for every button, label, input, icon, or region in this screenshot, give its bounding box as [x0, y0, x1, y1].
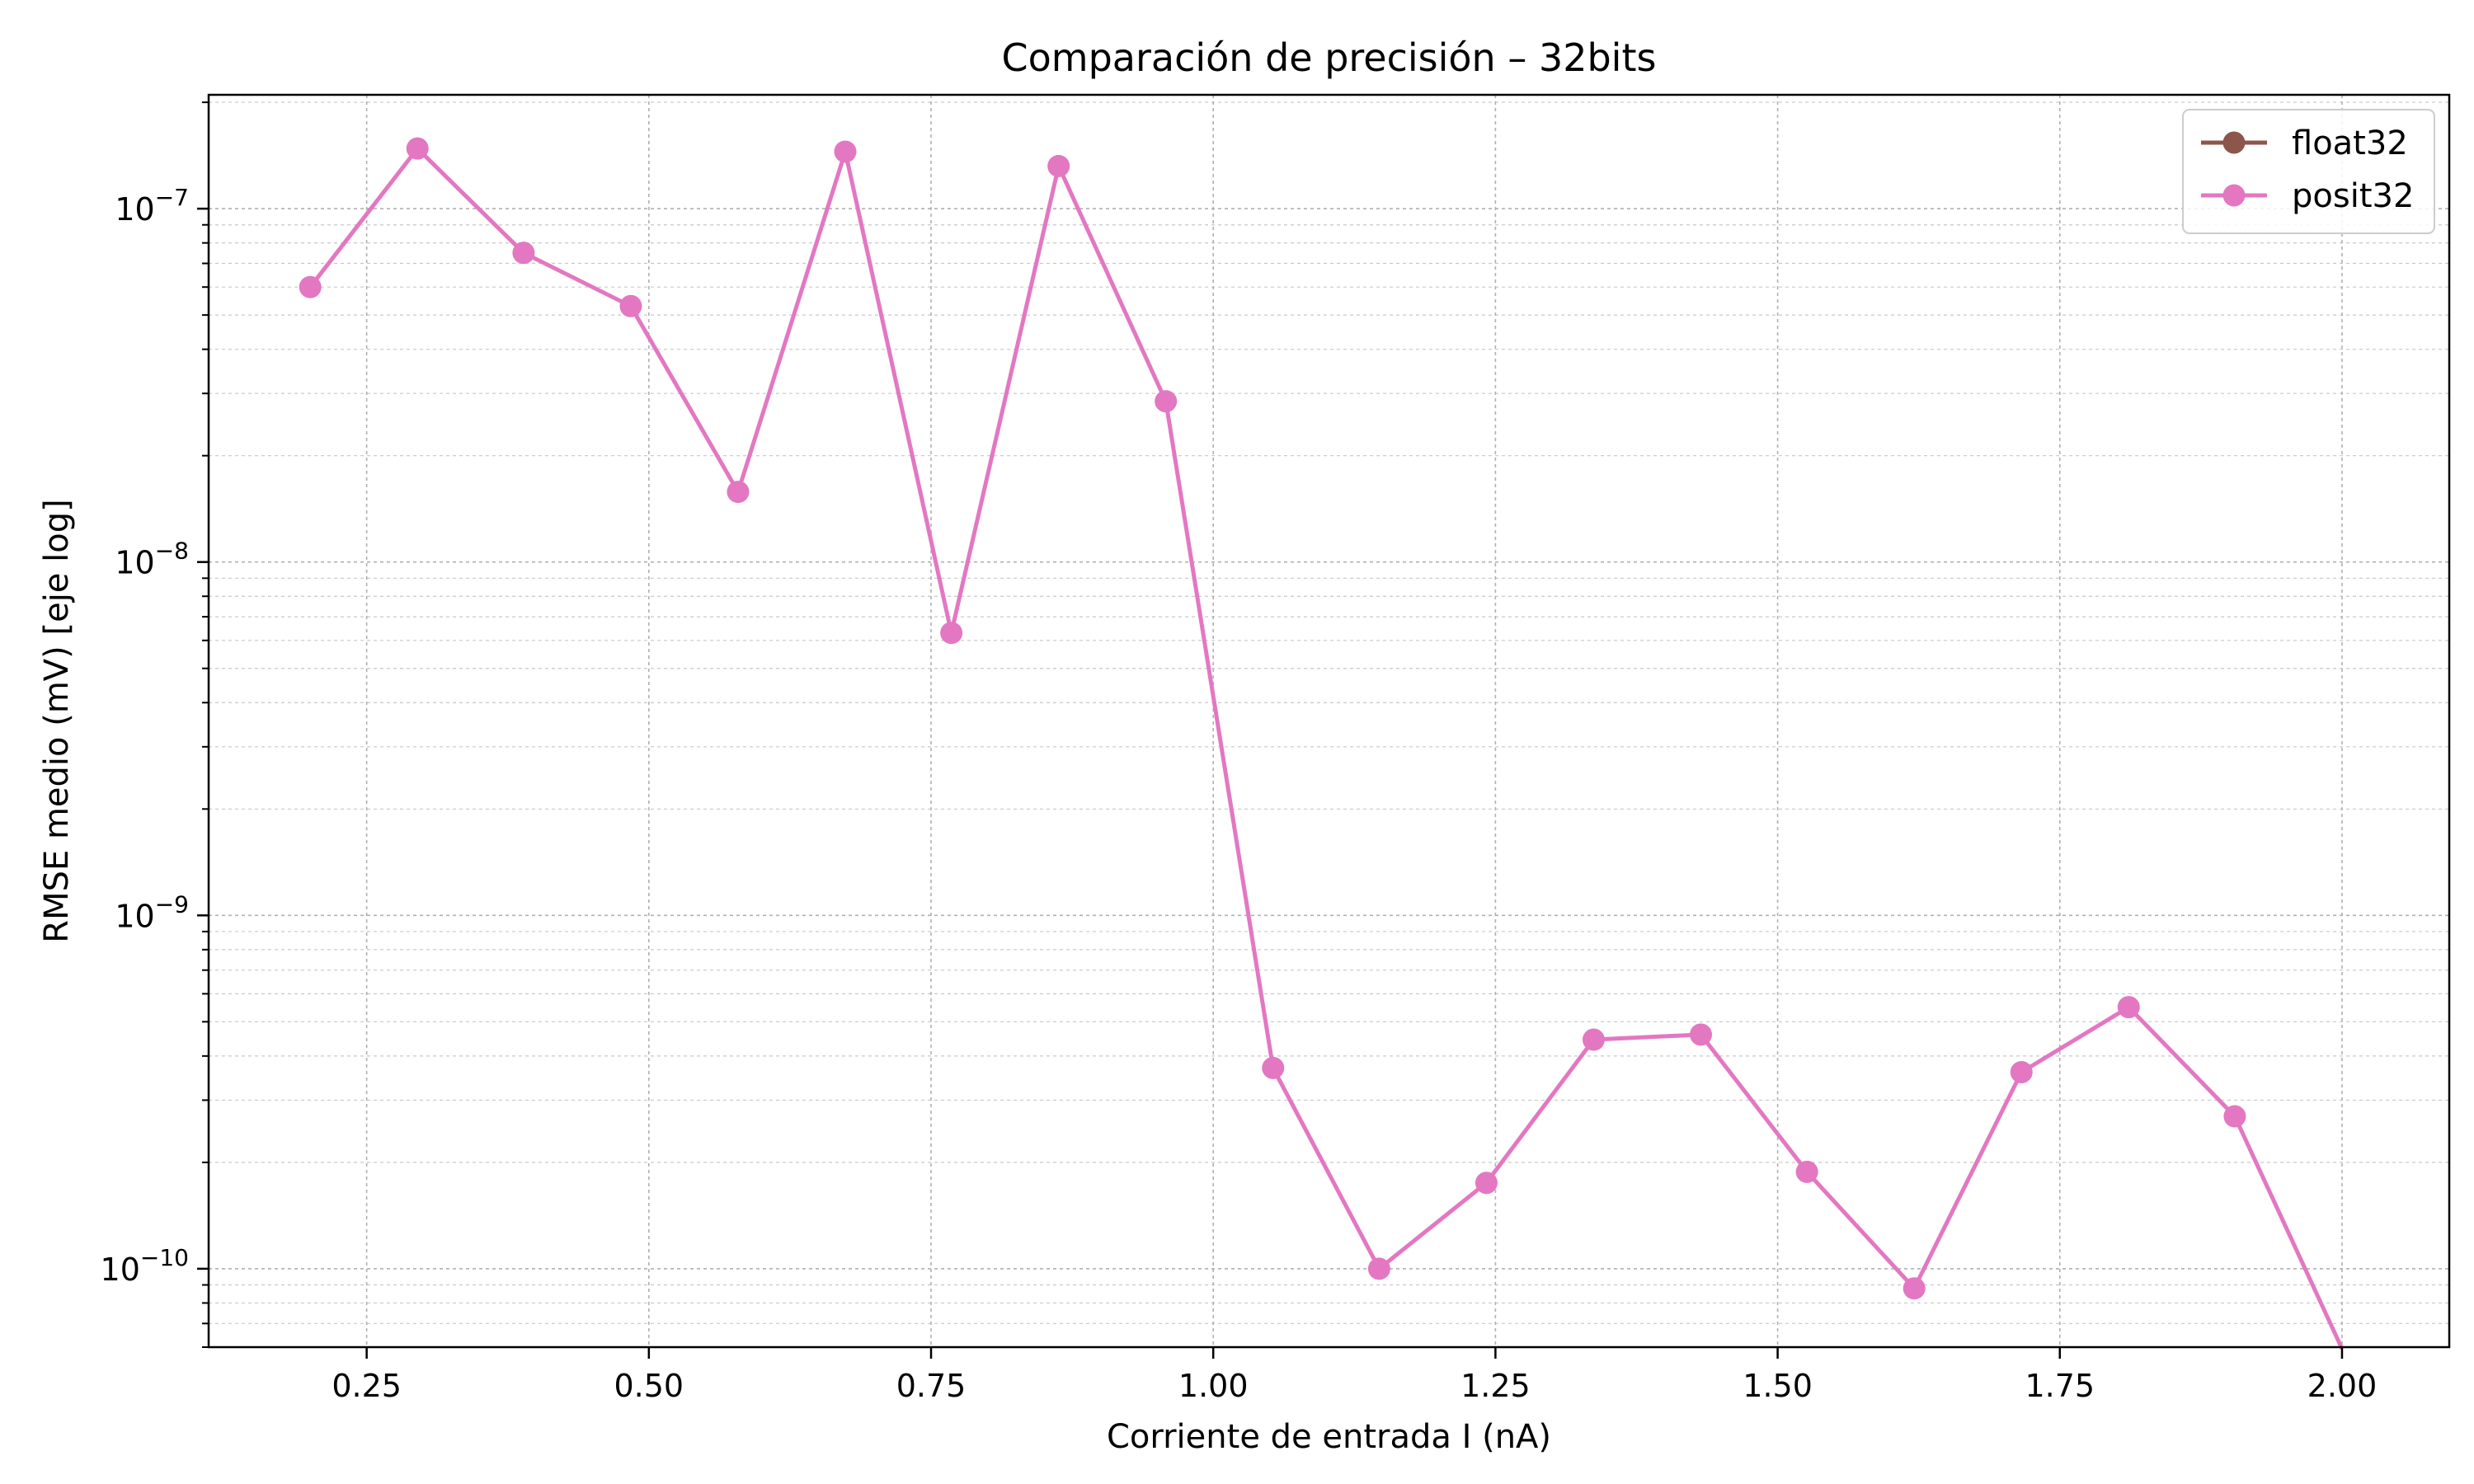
x-axis-label: Corriente de entrada I (nA) [1107, 1418, 1551, 1456]
data-point [1262, 1056, 1285, 1079]
data-point [1903, 1277, 1926, 1300]
x-tick-label: 1.00 [1178, 1368, 1249, 1404]
y-tick-label: 10−10 [101, 1244, 189, 1288]
data-point [2010, 1060, 2033, 1083]
data-point [1582, 1028, 1605, 1051]
grid [209, 95, 2449, 1348]
x-tick-label: 1.25 [1460, 1368, 1531, 1404]
data-point [1690, 1023, 1713, 1046]
plot-frame [207, 93, 2451, 1349]
data-point [1367, 1257, 1390, 1280]
y-tick-label: 10−8 [115, 538, 189, 581]
series-line-posit32 [308, 146, 2345, 1350]
data-point [940, 622, 963, 645]
x-tick-label: 2.00 [2307, 1368, 2378, 1404]
x-tick-label: 1.50 [1743, 1368, 1813, 1404]
plot-series [299, 137, 2345, 1350]
data-point [1795, 1160, 1818, 1183]
legend: float32 posit32 [2182, 109, 2435, 234]
data-point [2117, 996, 2140, 1019]
y-tick-label: 10−7 [115, 184, 189, 228]
x-tick-label: 1.75 [2025, 1368, 2095, 1404]
data-point [2223, 1105, 2246, 1128]
legend-marker-posit32 [2222, 184, 2246, 207]
legend-marker-float32 [2222, 131, 2246, 154]
x-tick-label: 0.25 [332, 1368, 402, 1404]
data-point [299, 275, 322, 298]
x-tick-label: 0.50 [614, 1368, 684, 1404]
data-point [619, 294, 642, 317]
y-tick-label: 10−9 [115, 890, 189, 934]
legend-label-float32: float32 [2292, 124, 2408, 162]
data-point [512, 242, 535, 265]
data-point [1047, 154, 1070, 177]
chart-title: Comparación de precisión – 32bits [1002, 35, 1657, 80]
data-point [727, 481, 750, 504]
legend-label-posit32: posit32 [2292, 177, 2414, 215]
data-point [834, 140, 857, 163]
data-point [1475, 1172, 1498, 1195]
x-tick-label: 0.75 [896, 1368, 967, 1404]
axis-ticks: 10−10 10−9 10−8 10−7 0.25 0.50 0.75 1.00 1.25 1.5… [101, 101, 2378, 1404]
series-posit32 [299, 137, 2345, 1350]
y-axis-label: RMSE medio (mV) [eje log] [38, 499, 76, 942]
data-point [1155, 390, 1178, 413]
data-point [406, 137, 429, 160]
